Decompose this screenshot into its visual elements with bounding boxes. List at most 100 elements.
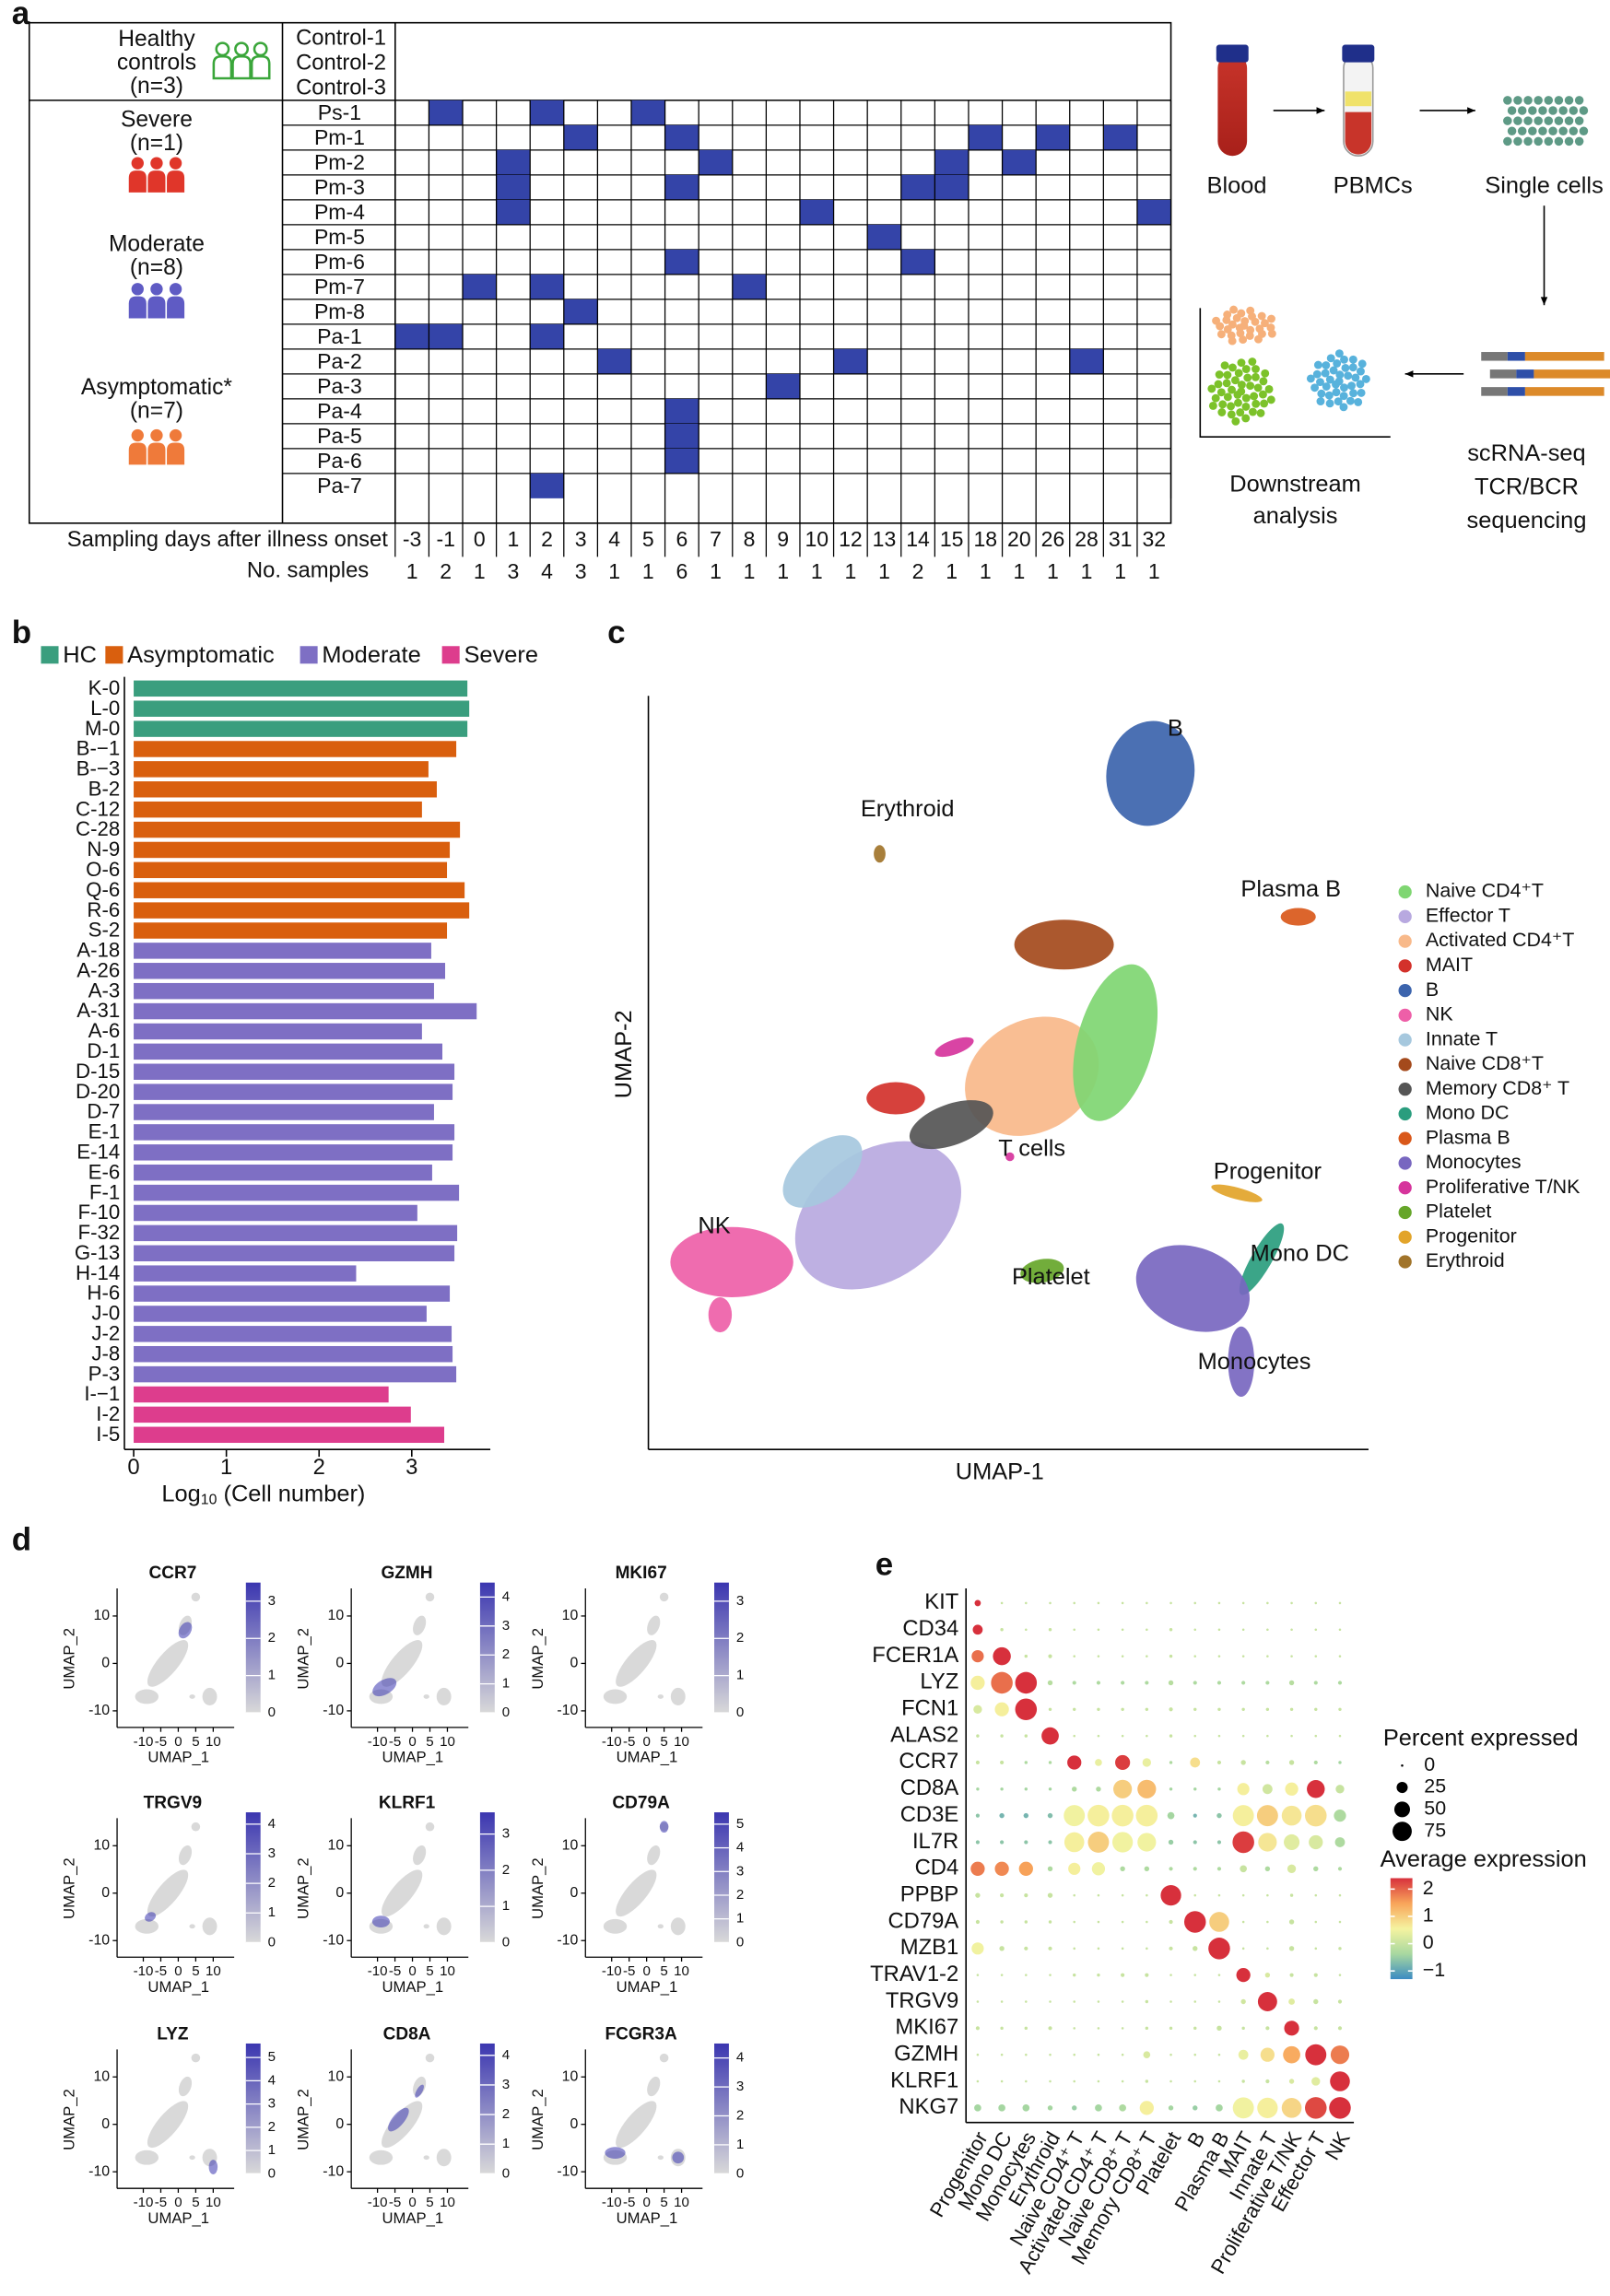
day-label: 3 bbox=[575, 527, 587, 551]
x-axis-title: UMAP_1 bbox=[382, 1749, 444, 1766]
dot bbox=[971, 1942, 984, 1955]
colorbar-label: 2 bbox=[502, 1862, 510, 1878]
gene-label: KLRF1 bbox=[890, 2068, 958, 2092]
dot bbox=[1169, 2079, 1172, 2083]
dot bbox=[1284, 1833, 1300, 1851]
colorbar-label: 0 bbox=[736, 1704, 744, 1720]
y-tick-label: 10 bbox=[328, 1608, 345, 1623]
dot bbox=[1183, 1911, 1206, 1933]
umap-silhouette bbox=[135, 1918, 159, 1934]
day-label: 28 bbox=[1075, 527, 1099, 551]
read bbox=[1516, 369, 1534, 379]
bar bbox=[134, 922, 448, 939]
x-tick-label: 1 bbox=[220, 1455, 232, 1480]
dot bbox=[1018, 1861, 1033, 1876]
dot bbox=[1121, 1681, 1125, 1685]
legend-label: Asymptomatic bbox=[127, 642, 275, 668]
label: Blood bbox=[1207, 172, 1267, 198]
person-icon bbox=[128, 170, 147, 193]
dot bbox=[970, 1675, 985, 1691]
day-label: 20 bbox=[1007, 527, 1031, 551]
colorbar-label: 3 bbox=[268, 1593, 276, 1609]
label: scRNA-seq bbox=[1467, 440, 1585, 466]
x-tick-label: -5 bbox=[389, 1734, 401, 1750]
x-tick-label: 5 bbox=[660, 1734, 667, 1750]
dot bbox=[1285, 1782, 1299, 1796]
sample-cell bbox=[900, 174, 935, 200]
dot bbox=[1137, 1779, 1157, 1798]
sample-cell bbox=[496, 199, 531, 225]
dot bbox=[1216, 2104, 1223, 2112]
arrow-head bbox=[1404, 370, 1414, 378]
cluster-dot bbox=[1256, 408, 1265, 417]
y-tick-label: 0 bbox=[101, 1885, 110, 1901]
patient-label: Pm-2 bbox=[314, 150, 365, 174]
gene-label: GZMH bbox=[894, 2041, 958, 2066]
colorbar-label: 1 bbox=[268, 1904, 276, 1920]
dot bbox=[1121, 1920, 1124, 1924]
y-tick-label: A-31 bbox=[76, 999, 120, 1022]
dot bbox=[1232, 2097, 1254, 2119]
day-label: -1 bbox=[436, 527, 454, 551]
umap-silhouette bbox=[659, 2053, 669, 2063]
dot bbox=[1265, 1707, 1270, 1711]
dot bbox=[1193, 1707, 1197, 1711]
dot bbox=[1024, 1893, 1028, 1898]
cell-dot bbox=[1528, 106, 1537, 115]
cluster-dot bbox=[1241, 414, 1251, 423]
sample-cell bbox=[934, 149, 969, 175]
dot bbox=[1146, 1601, 1148, 1605]
dot bbox=[1305, 1804, 1327, 1827]
colorbar-label: 2 bbox=[268, 2119, 276, 2135]
dot bbox=[1073, 1920, 1075, 1924]
dot bbox=[1169, 1946, 1173, 1950]
colorbar-label: 2 bbox=[268, 1875, 276, 1891]
dot bbox=[1022, 2104, 1030, 2112]
size-legend-label: 0 bbox=[1424, 1753, 1435, 1775]
dot bbox=[1169, 1974, 1172, 1976]
person-icon bbox=[167, 442, 185, 465]
umap-silhouette bbox=[178, 1845, 193, 1866]
y-tick-label: H-6 bbox=[87, 1282, 120, 1305]
cluster-dot bbox=[1312, 369, 1322, 379]
legend-swatch bbox=[441, 646, 460, 664]
y-tick-label: -10 bbox=[557, 1703, 578, 1718]
dot bbox=[975, 1919, 980, 1925]
cluster-blob bbox=[1106, 720, 1195, 826]
y-tick-label: H-14 bbox=[76, 1261, 120, 1284]
cluster-dot bbox=[1222, 379, 1231, 388]
size-legend-dot bbox=[1396, 1782, 1408, 1794]
bar bbox=[134, 720, 468, 737]
dot bbox=[1024, 1787, 1028, 1791]
dot bbox=[1169, 1601, 1172, 1605]
y-tick-label: F-1 bbox=[89, 1180, 120, 1203]
legend-label: Memory CD8⁺ T bbox=[1426, 1077, 1569, 1099]
colorbar-label: 3 bbox=[736, 1863, 744, 1879]
gene-label: CD79A bbox=[887, 1908, 958, 1933]
colorbar-label: 1 bbox=[736, 2137, 744, 2152]
expression-highlight bbox=[672, 2151, 685, 2164]
y-tick-label: J-0 bbox=[91, 1302, 120, 1325]
dot bbox=[1121, 2079, 1124, 2083]
legend-swatch bbox=[105, 646, 123, 664]
dot bbox=[1015, 1698, 1038, 1721]
dot bbox=[1049, 2053, 1052, 2056]
dot bbox=[1238, 2049, 1249, 2060]
gene-label: MZB1 bbox=[900, 1935, 959, 1960]
dot bbox=[1236, 1968, 1251, 1983]
dot bbox=[1097, 2079, 1100, 2083]
person-icon bbox=[147, 442, 166, 465]
bar bbox=[134, 1406, 411, 1423]
sample-cell bbox=[900, 249, 935, 275]
x-tick-label: 10 bbox=[440, 1734, 455, 1750]
y-tick-label: O-6 bbox=[86, 858, 120, 881]
dot bbox=[1064, 1832, 1085, 1853]
y-tick-label: M-0 bbox=[85, 717, 120, 740]
y-tick-label: 0 bbox=[101, 2116, 110, 2132]
dot bbox=[1193, 1867, 1197, 1871]
dot bbox=[1241, 1707, 1245, 1711]
legend-label: Severe bbox=[464, 642, 537, 668]
dot bbox=[1217, 1655, 1221, 1658]
dot bbox=[1289, 1973, 1294, 1977]
sample-count: 3 bbox=[575, 559, 587, 583]
